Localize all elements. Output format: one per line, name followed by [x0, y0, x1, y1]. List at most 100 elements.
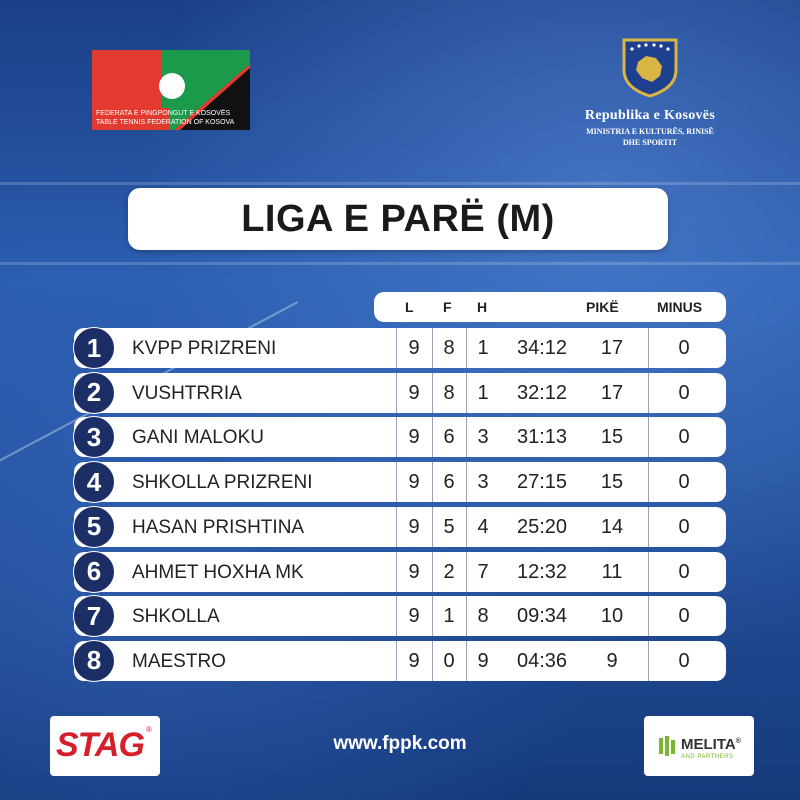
rank-number: 6	[86, 556, 102, 586]
cell-points: 17	[600, 337, 624, 359]
cell-points: 14	[600, 515, 624, 538]
standings-header: L F H PIKË MINUS	[374, 292, 726, 322]
cell-divider	[648, 596, 649, 637]
cell-score: 04:36	[516, 649, 568, 672]
rank-badge: 2	[73, 371, 115, 414]
cell-played: 9	[408, 605, 420, 628]
league-title: LIGA E PARË (M)	[241, 197, 555, 240]
cell-divider	[432, 462, 433, 503]
cell-won: 0	[443, 649, 455, 672]
cell-won: 8	[443, 337, 455, 359]
cell-lost: 8	[477, 605, 489, 628]
cell-divider	[466, 462, 467, 503]
cell-score: 27:15	[516, 471, 568, 494]
cell-divider	[432, 506, 433, 547]
cell-played: 9	[408, 560, 420, 583]
league-title-box: LIGA E PARË (M)	[128, 188, 668, 250]
cell-divider	[648, 372, 649, 413]
cell-lost: 3	[477, 426, 489, 449]
cell-played: 9	[408, 649, 420, 672]
ministry-name-line1: MINISTRIA E KULTURËS, RINISË	[586, 127, 714, 136]
cell-won: 1	[443, 605, 455, 628]
background-stripe	[0, 182, 800, 185]
cell-score: 25:20	[516, 515, 568, 538]
rank-badge: 3	[73, 416, 115, 459]
cell-divider	[648, 506, 649, 547]
cell-divider	[466, 372, 467, 413]
stag-sponsor-logo: STAG ®	[50, 716, 160, 776]
cell-divider	[396, 551, 397, 592]
cell-divider	[466, 640, 467, 681]
cell-score: 09:34	[516, 605, 568, 628]
cell-lost: 3	[477, 471, 489, 494]
cell-minus: 0	[678, 337, 690, 359]
rank-badge: 1	[73, 327, 115, 369]
cell-minus: 0	[678, 515, 690, 538]
cell-won: 8	[443, 381, 455, 404]
rank-badge: 5	[73, 505, 115, 548]
cell-divider	[432, 596, 433, 637]
team-name: VUSHTRRIA	[132, 382, 242, 404]
cell-score: 32:12	[516, 381, 568, 404]
cell-divider	[396, 506, 397, 547]
cell-minus: 0	[678, 426, 690, 449]
table-row: 7 SHKOLLA 9 1 8 09:34 10 0	[73, 595, 726, 638]
rank-number: 2	[86, 377, 102, 408]
melita-tagline: AND PARTNERS	[681, 754, 734, 760]
cell-points: 10	[600, 605, 624, 628]
cell-divider	[466, 328, 467, 368]
cell-divider	[432, 328, 433, 368]
cell-divider	[648, 551, 649, 592]
cell-divider	[466, 596, 467, 637]
cell-divider	[396, 640, 397, 681]
table-row: 1 KVPP PRIZRENI 9 8 1 34:12 17 0	[73, 327, 726, 369]
team-name: SHKOLLA PRIZRENI	[132, 472, 313, 494]
cell-points: 11	[601, 560, 623, 583]
cell-played: 9	[408, 515, 420, 538]
cell-lost: 9	[477, 649, 489, 672]
rank-number: 7	[86, 600, 102, 631]
column-header-l: L	[405, 299, 414, 315]
team-name: KVPP PRIZRENI	[132, 338, 277, 359]
cell-score: 34:12	[516, 337, 568, 359]
cell-divider	[432, 417, 433, 458]
cell-divider	[396, 328, 397, 368]
cell-won: 2	[443, 560, 455, 583]
cell-points: 15	[600, 471, 624, 494]
cell-divider	[466, 506, 467, 547]
team-name: GANI MALOKU	[132, 427, 264, 449]
cell-minus: 0	[678, 560, 690, 583]
column-header-pike: PIKË	[586, 299, 619, 315]
column-header-h: H	[477, 299, 488, 315]
melita-sponsor-logo: MELITA® AND PARTNERS	[644, 716, 754, 776]
cell-divider	[466, 417, 467, 458]
federation-name-albanian: FEDERATA E PINGPONGUT E KOSOVËS	[96, 110, 231, 117]
rank-number: 1	[86, 332, 102, 363]
cell-lost: 1	[477, 337, 489, 359]
table-row: 3 GANI MALOKU 9 6 3 31:13 15 0	[73, 416, 726, 459]
cell-score: 31:13	[516, 426, 568, 449]
cell-score: 12:32	[516, 560, 568, 583]
ministry-name-line2: DHE SPORTIT	[622, 138, 678, 147]
cell-minus: 0	[678, 381, 690, 404]
website-url: www.fppk.com	[333, 733, 467, 754]
rank-badge: 7	[73, 595, 115, 638]
cell-divider	[648, 417, 649, 458]
cell-divider	[648, 640, 649, 681]
stag-logo-text: STAG	[56, 726, 145, 764]
cell-won: 6	[443, 471, 455, 494]
column-header-f: F	[443, 299, 452, 315]
cell-points: 17	[600, 381, 624, 404]
table-row: 8 MAESTRO 9 0 9 04:36 9 0	[73, 639, 726, 682]
rank-number: 5	[86, 511, 102, 542]
cell-played: 9	[408, 426, 420, 449]
table-row: 5 HASAN PRISHTINA 9 5 4 25:20 14 0	[73, 505, 726, 548]
rank-badge: 4	[73, 461, 115, 504]
cell-lost: 1	[477, 381, 489, 404]
rank-number: 8	[86, 645, 102, 676]
federation-logo: FEDERATA E PINGPONGUT E KOSOVËS TABLE TE…	[92, 50, 250, 130]
cell-minus: 0	[678, 605, 690, 628]
cell-minus: 0	[678, 649, 690, 672]
federation-flag-icon	[92, 50, 250, 130]
